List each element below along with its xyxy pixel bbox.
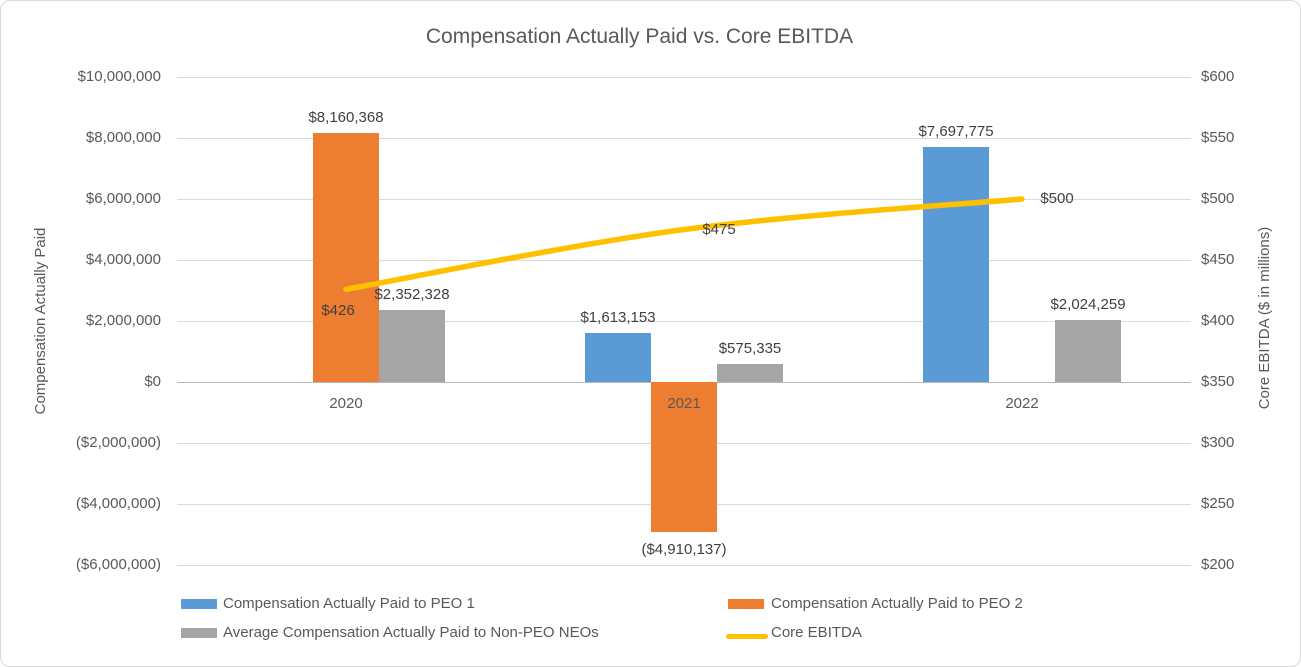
right-axis-tick-label: $550	[1201, 129, 1235, 146]
left-axis-tick-label: ($6,000,000)	[75, 556, 161, 573]
left-axis-tick-label: $8,000,000	[85, 129, 161, 146]
legend-label-avg-non-peo-neos[interactable]: Average Compensation Actually Paid to No…	[223, 624, 599, 641]
legend-label-peo2[interactable]: Compensation Actually Paid to PEO 2	[771, 595, 1023, 612]
left-axis-tick-label: $0	[144, 373, 161, 390]
gridline	[177, 321, 1191, 322]
gridline	[177, 77, 1191, 78]
right-axis-tick-label: $250	[1201, 495, 1235, 512]
left-axis-tick-label: ($4,000,000)	[75, 495, 161, 512]
right-axis-tick-label: $500	[1201, 190, 1235, 207]
bar-avg-non-peo-neos-2022[interactable]	[1055, 320, 1121, 382]
legend-swatch-avg-non-peo-neos[interactable]	[181, 628, 217, 638]
right-axis-tick-label: $400	[1201, 312, 1235, 329]
legend-swatch-core-ebitda[interactable]	[726, 634, 768, 639]
left-axis-tick-label: $4,000,000	[85, 251, 161, 268]
legend-label-peo1[interactable]: Compensation Actually Paid to PEO 1	[223, 595, 475, 612]
chart-title: Compensation Actually Paid vs. Core EBIT…	[425, 25, 854, 48]
gridline	[177, 138, 1191, 139]
legend-label-core-ebitda[interactable]: Core EBITDA	[771, 624, 862, 641]
left-axis-tick-label: ($2,000,000)	[75, 434, 161, 451]
gridline	[177, 565, 1191, 566]
right-axis-tick-label: $600	[1201, 68, 1235, 85]
bar-avg-non-peo-neos-2021[interactable]	[717, 364, 783, 382]
bar-avg-non-peo-neos-2020[interactable]	[379, 310, 445, 382]
right-axis-tick-label: $200	[1201, 556, 1235, 573]
right-axis-tick-label: $450	[1201, 251, 1235, 268]
right-axis-tick-label: $350	[1201, 373, 1235, 390]
left-axis-tick-label: $10,000,000	[77, 68, 161, 85]
left-axis-tick-label: $2,000,000	[85, 312, 161, 329]
legend-swatch-peo1[interactable]	[181, 599, 217, 609]
left-axis-tick-label: $6,000,000	[85, 190, 161, 207]
legend-swatch-peo2[interactable]	[728, 599, 764, 609]
bar-peo1-2021[interactable]	[585, 332, 651, 382]
bar-peo2-2021[interactable]	[651, 382, 717, 532]
right-axis-tick-label: $300	[1201, 434, 1235, 451]
